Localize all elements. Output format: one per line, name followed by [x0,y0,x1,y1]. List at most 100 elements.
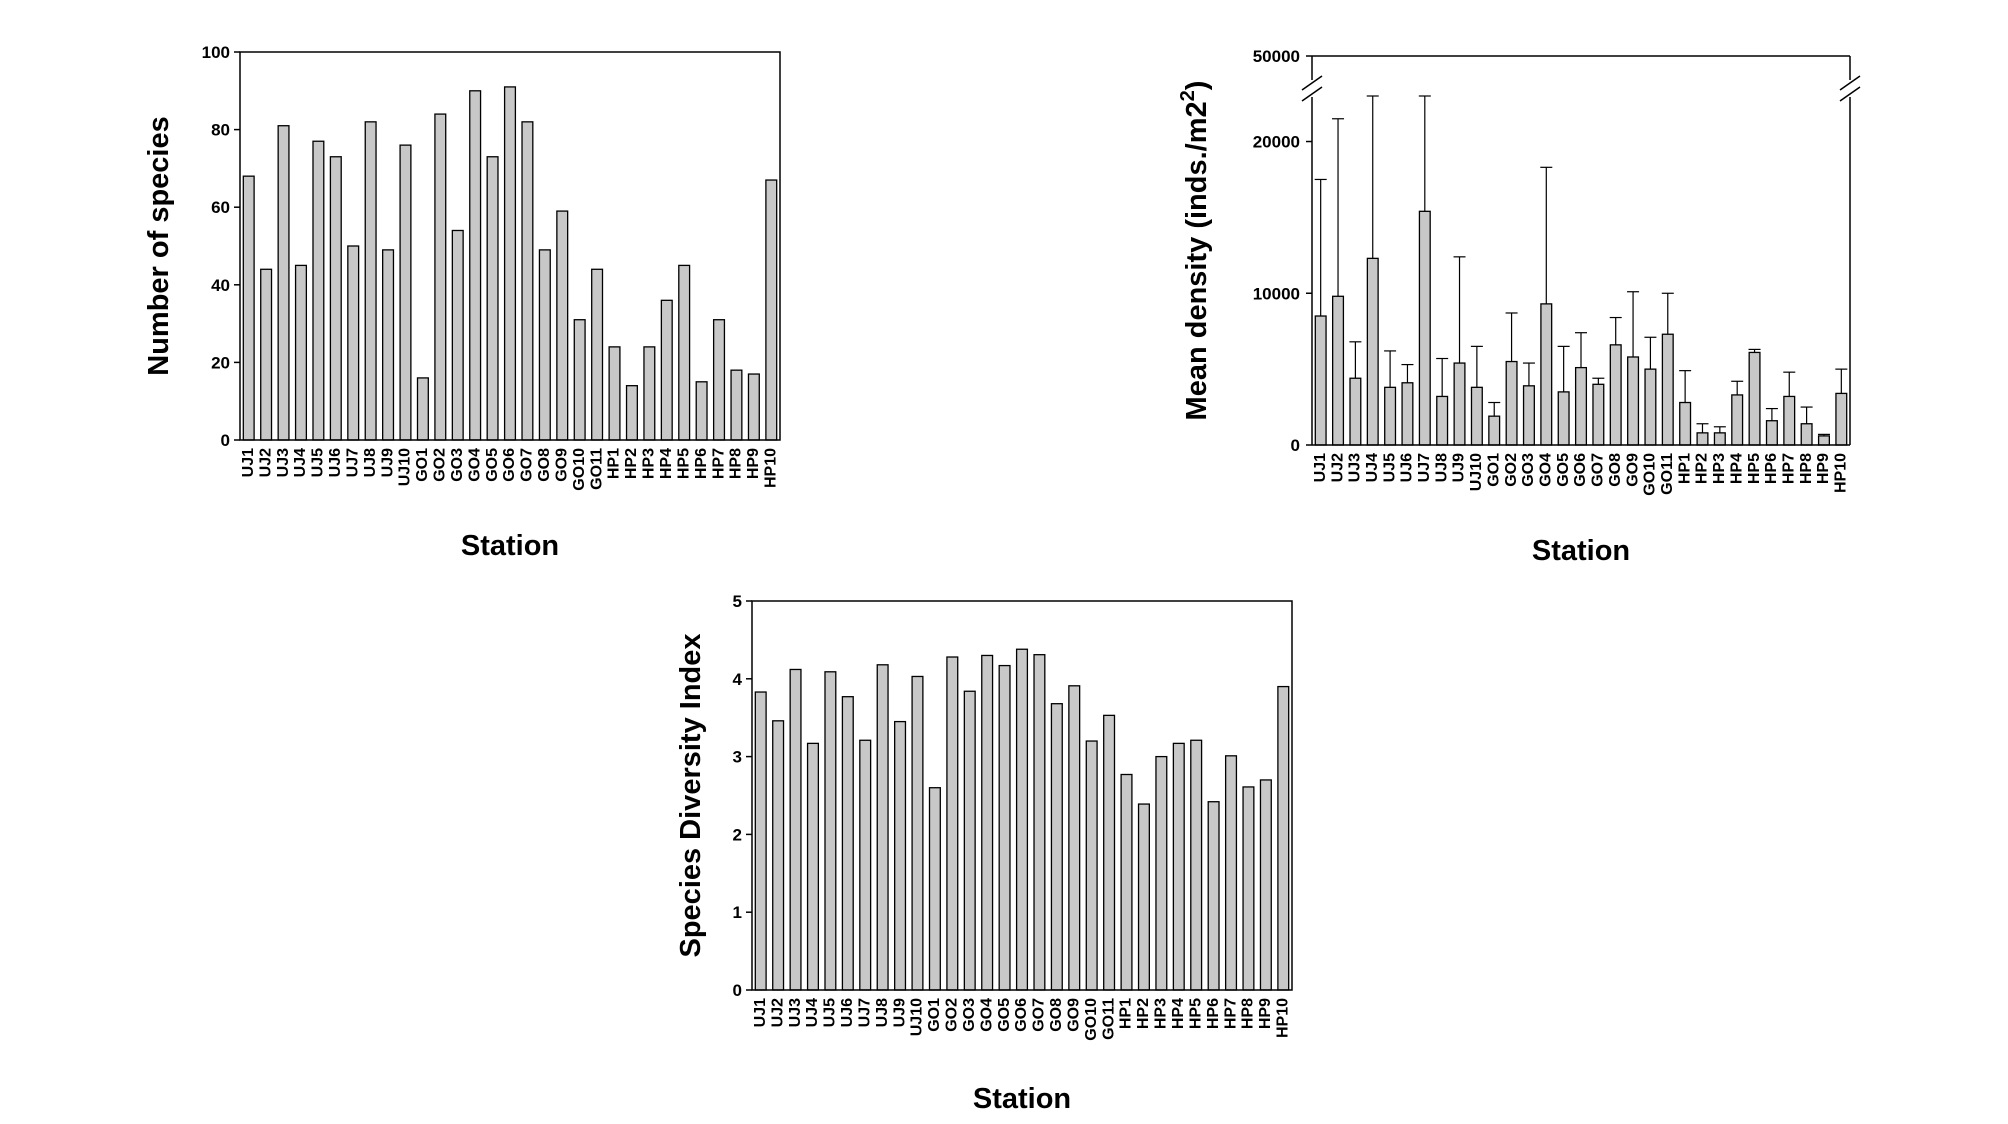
x-axis-title: Station [461,530,559,562]
bar-uj3 [789,668,802,991]
bar-uj1 [242,175,255,441]
x-tick-label: GO6 [1013,998,1030,1032]
x-tick-label: HP4 [658,448,675,479]
bar-hp5 [1748,351,1761,446]
bar-hp3 [1155,755,1168,991]
bar-uj4 [806,742,820,991]
bar-go10 [1085,740,1098,991]
x-tick-label: UJ10 [1468,453,1485,491]
bar-hp7 [1224,755,1238,991]
bar-hp2 [625,385,638,441]
bar-hp5 [1190,739,1203,991]
bar-go1 [416,377,429,441]
bar-uj10 [399,144,412,441]
x-tick-label: GO8 [536,448,553,482]
x-tick-label: HP8 [728,448,745,479]
bar-uj5 [824,671,837,991]
x-tick-label: GO5 [484,448,501,482]
x-tick-label: GO2 [432,448,449,482]
x-tick-label: UJ4 [1364,453,1381,482]
chart-mean-density: UJ1 UJ2 UJ3 UJ4 UJ5 UJ6 UJ7 UJ8 UJ9 UJ10 GO1 GO2 GO3… [1177,47,1861,567]
x-tick-label: GO3 [449,448,466,482]
x-tick-label: GO9 [1624,453,1641,487]
x-tick-label: GO7 [1031,998,1048,1032]
chart-species-diversity: UJ1 UJ2 UJ3 UJ4 UJ5 UJ6 UJ7 UJ8 UJ9 UJ10 GO1 GO2 GO3… [675,592,1293,1115]
x-tick-label: HP6 [693,448,710,479]
bar-go1 [1488,415,1501,446]
bar-uj7 [1418,210,1431,446]
x-tick-label: GO1 [414,448,431,482]
x-tick-label: UJ6 [839,998,856,1027]
x-tick-label: GO4 [466,448,483,482]
x-tick-label: GO8 [1048,998,1065,1032]
y-tick-label: 80 [211,121,230,140]
x-tick-label: HP9 [1815,453,1832,484]
y-tick-label: 60 [211,198,230,217]
x-tick-label: HP3 [1711,453,1728,484]
x-tick-label: HP8 [1798,453,1815,484]
x-tick-label: HP2 [1694,453,1711,484]
x-tick-label: GO7 [1590,453,1607,487]
bar-uj9 [894,720,907,991]
x-tick-label: GO4 [978,998,995,1032]
bar-hp8 [1800,423,1813,446]
x-tick-label: HP8 [1240,998,1257,1029]
bar-uj2 [260,268,273,441]
bar-hp10 [1835,392,1848,446]
x-tick-label: UJ1 [240,448,257,477]
x-tick-label: HP10 [1833,453,1850,493]
bar-go10 [1644,368,1657,446]
x-tick-label: UJ3 [1347,453,1364,482]
x-tick-label: HP3 [1153,998,1170,1029]
bar-hp10 [1277,685,1290,991]
bar-hp7 [712,319,726,441]
bar-uj7 [859,739,872,991]
x-tick-label: UJ4 [292,448,309,477]
x-tick-label: UJ9 [379,448,396,477]
x-tick-label: GO7 [519,448,536,482]
x-tick-label: HP1 [1118,998,1135,1029]
x-tick-label: HP10 [1275,998,1292,1038]
bar-go2 [1505,360,1518,446]
bar-go4 [469,90,482,441]
x-axis-title: Station [1532,535,1630,567]
x-tick-label: HP9 [745,448,762,479]
bar-hp8 [730,369,743,441]
x-tick-label: GO4 [1538,453,1555,487]
x-tick-label: UJ5 [1381,453,1398,482]
bar-go4 [981,654,994,991]
bar-go9 [1627,356,1640,446]
bar-go9 [556,210,569,441]
bar-hp1 [608,346,621,441]
bar-go2 [434,113,447,441]
bar-hp6 [1207,801,1220,991]
bar-uj3 [1349,377,1362,446]
x-tick-label: UJ2 [769,998,786,1027]
bar-go2 [946,656,959,991]
bar-uj8 [1436,395,1449,446]
bar-uj5 [1384,386,1397,446]
x-axis-title: Station [973,1083,1071,1115]
x-tick-label: HP6 [1763,453,1780,484]
x-tick-label: UJ3 [275,448,292,477]
x-tick-label: UJ7 [1416,453,1433,482]
y-tick-label: 20000 [1253,133,1300,152]
bar-uj10 [1470,386,1483,446]
axis-break-mark [1301,86,1323,102]
x-tick-label: GO5 [1555,453,1572,487]
x-tick-label: HP5 [1187,998,1204,1029]
bar-uj2 [1332,295,1345,446]
x-tick-label: GO5 [996,998,1013,1032]
bar-hp4 [660,299,673,441]
bar-go11 [1103,714,1116,991]
bar-go7 [1033,654,1046,991]
bar-hp3 [643,346,656,441]
y-tick-label: 0 [221,431,230,450]
y-axis-title: Number of species [143,116,175,375]
x-tick-label: HP1 [1676,453,1693,484]
y-axis-title: Mean density (inds./m22) [1177,81,1213,421]
x-tick-label: HP4 [1728,453,1745,484]
y-tick-label: 100 [202,43,230,62]
bar-uj8 [876,664,889,991]
